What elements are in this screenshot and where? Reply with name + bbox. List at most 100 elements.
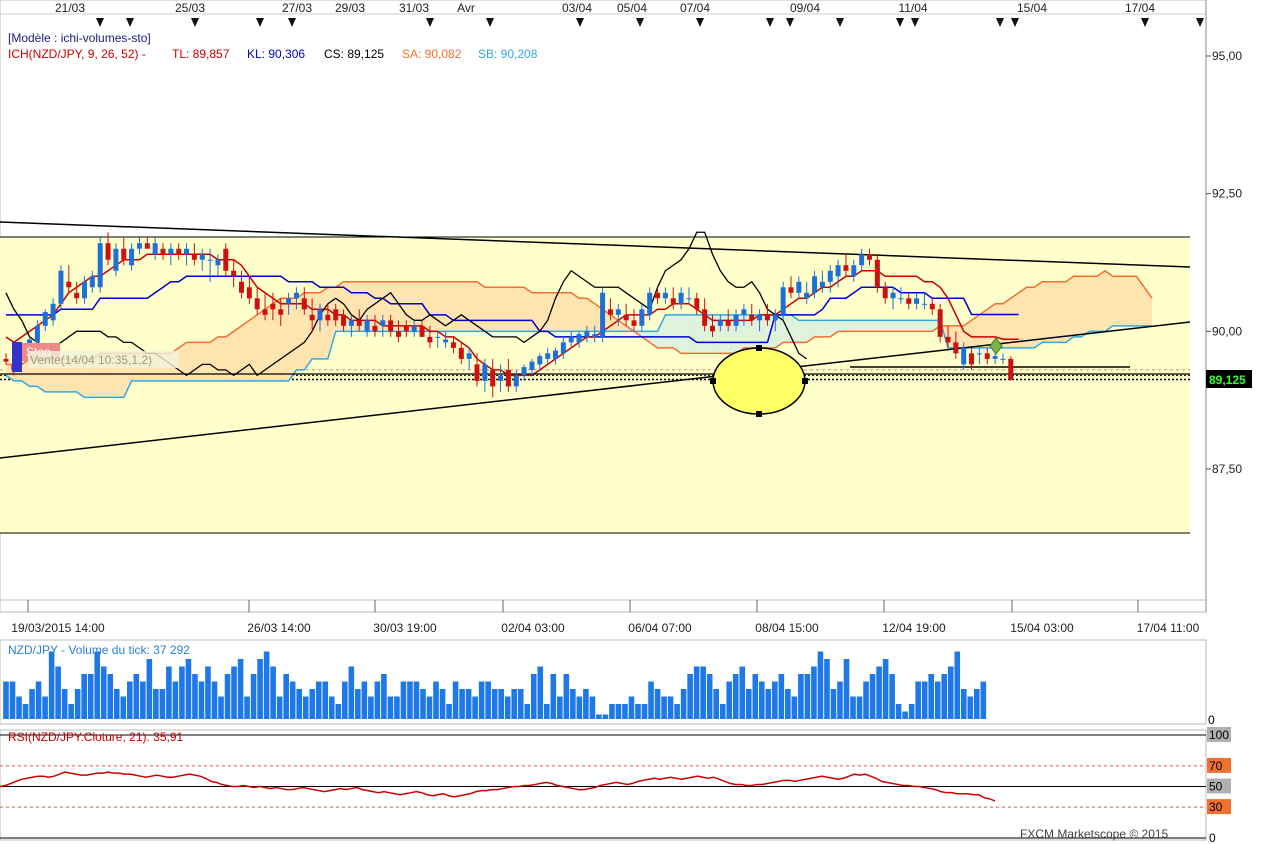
volume-bar [172, 681, 179, 719]
cloud-segment [320, 287, 328, 359]
volume-bar [850, 696, 856, 719]
candle-body [113, 248, 119, 271]
price-tick-label: 90,00 [1212, 324, 1242, 338]
cloud-segment [673, 314, 682, 354]
candle-body [576, 334, 582, 343]
resistance-trendline [0, 221, 1191, 268]
top-date-label: 17/04 [1125, 1, 1155, 15]
volume-bar [361, 681, 368, 719]
volume-bar [87, 674, 94, 719]
volume-bar [635, 704, 641, 719]
candlestick-series[interactable] [3, 232, 1014, 398]
candle-body [325, 314, 331, 321]
volume-bar [504, 696, 511, 719]
candle-body [623, 314, 629, 321]
event-marker [486, 18, 494, 27]
cloud-segment [791, 314, 799, 343]
volume-bar [9, 681, 16, 719]
time-label: 19/03/2015 14:00 [11, 621, 105, 635]
rsi-level-box [1207, 778, 1231, 794]
candle-body [396, 331, 401, 337]
volume-bar [921, 681, 928, 719]
candle-body [796, 281, 802, 293]
volume-bar [452, 681, 459, 719]
volume-bar [48, 651, 55, 719]
current-price-box [1206, 370, 1252, 388]
candle-body [231, 270, 237, 277]
cloud-segment [265, 303, 273, 381]
volume-bar [974, 689, 980, 719]
volume-bar [550, 674, 557, 719]
volume-bar [270, 666, 276, 719]
volume-bar [830, 689, 837, 719]
volume-bar [557, 696, 563, 719]
rsi-series [0, 771, 996, 802]
candle-body [615, 309, 621, 315]
cloud-segment [453, 281, 462, 332]
volume-bar [29, 689, 35, 719]
cloud-segment [304, 292, 313, 370]
cloud-segment [1073, 276, 1082, 337]
volume-bar [296, 689, 302, 719]
event-marker [1141, 18, 1149, 27]
cloud-segment [688, 314, 697, 354]
volume-bar [622, 704, 628, 719]
candle-body [97, 243, 103, 288]
volume-bar [772, 681, 778, 719]
cloud-segment [1018, 287, 1027, 348]
cloud-segment [202, 342, 211, 381]
cloud-segment [877, 320, 886, 332]
volume-bar [413, 681, 420, 719]
candle-body [443, 339, 449, 343]
candle-body [521, 367, 527, 376]
volume-bar [954, 651, 961, 719]
indicator-header: ICH(NZD/JPY, 9, 26, 52) - TL: 89,857 KL: 9… [8, 47, 538, 61]
candle-body [403, 325, 409, 332]
candle-body [66, 281, 72, 288]
volume-bar [745, 689, 752, 719]
cloud-segment [979, 309, 988, 348]
candle-body [961, 347, 967, 365]
volume-bar [641, 704, 648, 719]
top-date-label: 15/04 [1017, 1, 1047, 15]
candle-body [364, 320, 370, 332]
candle-body [239, 281, 244, 293]
cloud-segment [759, 314, 768, 348]
volume-bar [263, 651, 270, 719]
volume-bar [876, 666, 882, 719]
candle-body [898, 298, 904, 300]
event-marker [996, 18, 1004, 27]
time-label: 17/04 11:00 [1137, 621, 1200, 635]
volume-bar [22, 704, 29, 719]
volume-bar [778, 674, 785, 719]
main-pane-background [0, 237, 1190, 533]
volume-bar [530, 674, 537, 719]
volume-bar [211, 681, 218, 719]
volume-bar [107, 674, 114, 719]
candle-body [121, 248, 127, 260]
candle-body [427, 336, 433, 343]
top-date-label: 05/04 [617, 1, 647, 15]
volume-bar [589, 696, 596, 719]
volume-bar [237, 659, 244, 719]
candle-body [537, 356, 543, 365]
cloud-segment [1002, 298, 1011, 348]
cloud-segment [84, 358, 93, 398]
volume-bar [967, 696, 974, 719]
candle-body [82, 281, 87, 299]
tenkan-sen-line [5, 253, 1019, 377]
candle-body [702, 309, 708, 326]
volume-bar [485, 681, 491, 719]
volume-bar [231, 666, 237, 719]
cloud-segment [1097, 270, 1105, 332]
volume-bar [35, 681, 42, 719]
stop-marker [12, 342, 22, 372]
cloud-segment [233, 325, 242, 381]
candle-body [466, 353, 472, 359]
cloud-segment [838, 320, 846, 332]
rsi-label: RSI(NZD/JPY.Cloture, 21): 35,91 [8, 730, 184, 744]
candle-body [317, 309, 323, 321]
cloud-segment [1112, 276, 1121, 326]
candle-body [757, 314, 763, 321]
candle-body [1000, 358, 1006, 360]
